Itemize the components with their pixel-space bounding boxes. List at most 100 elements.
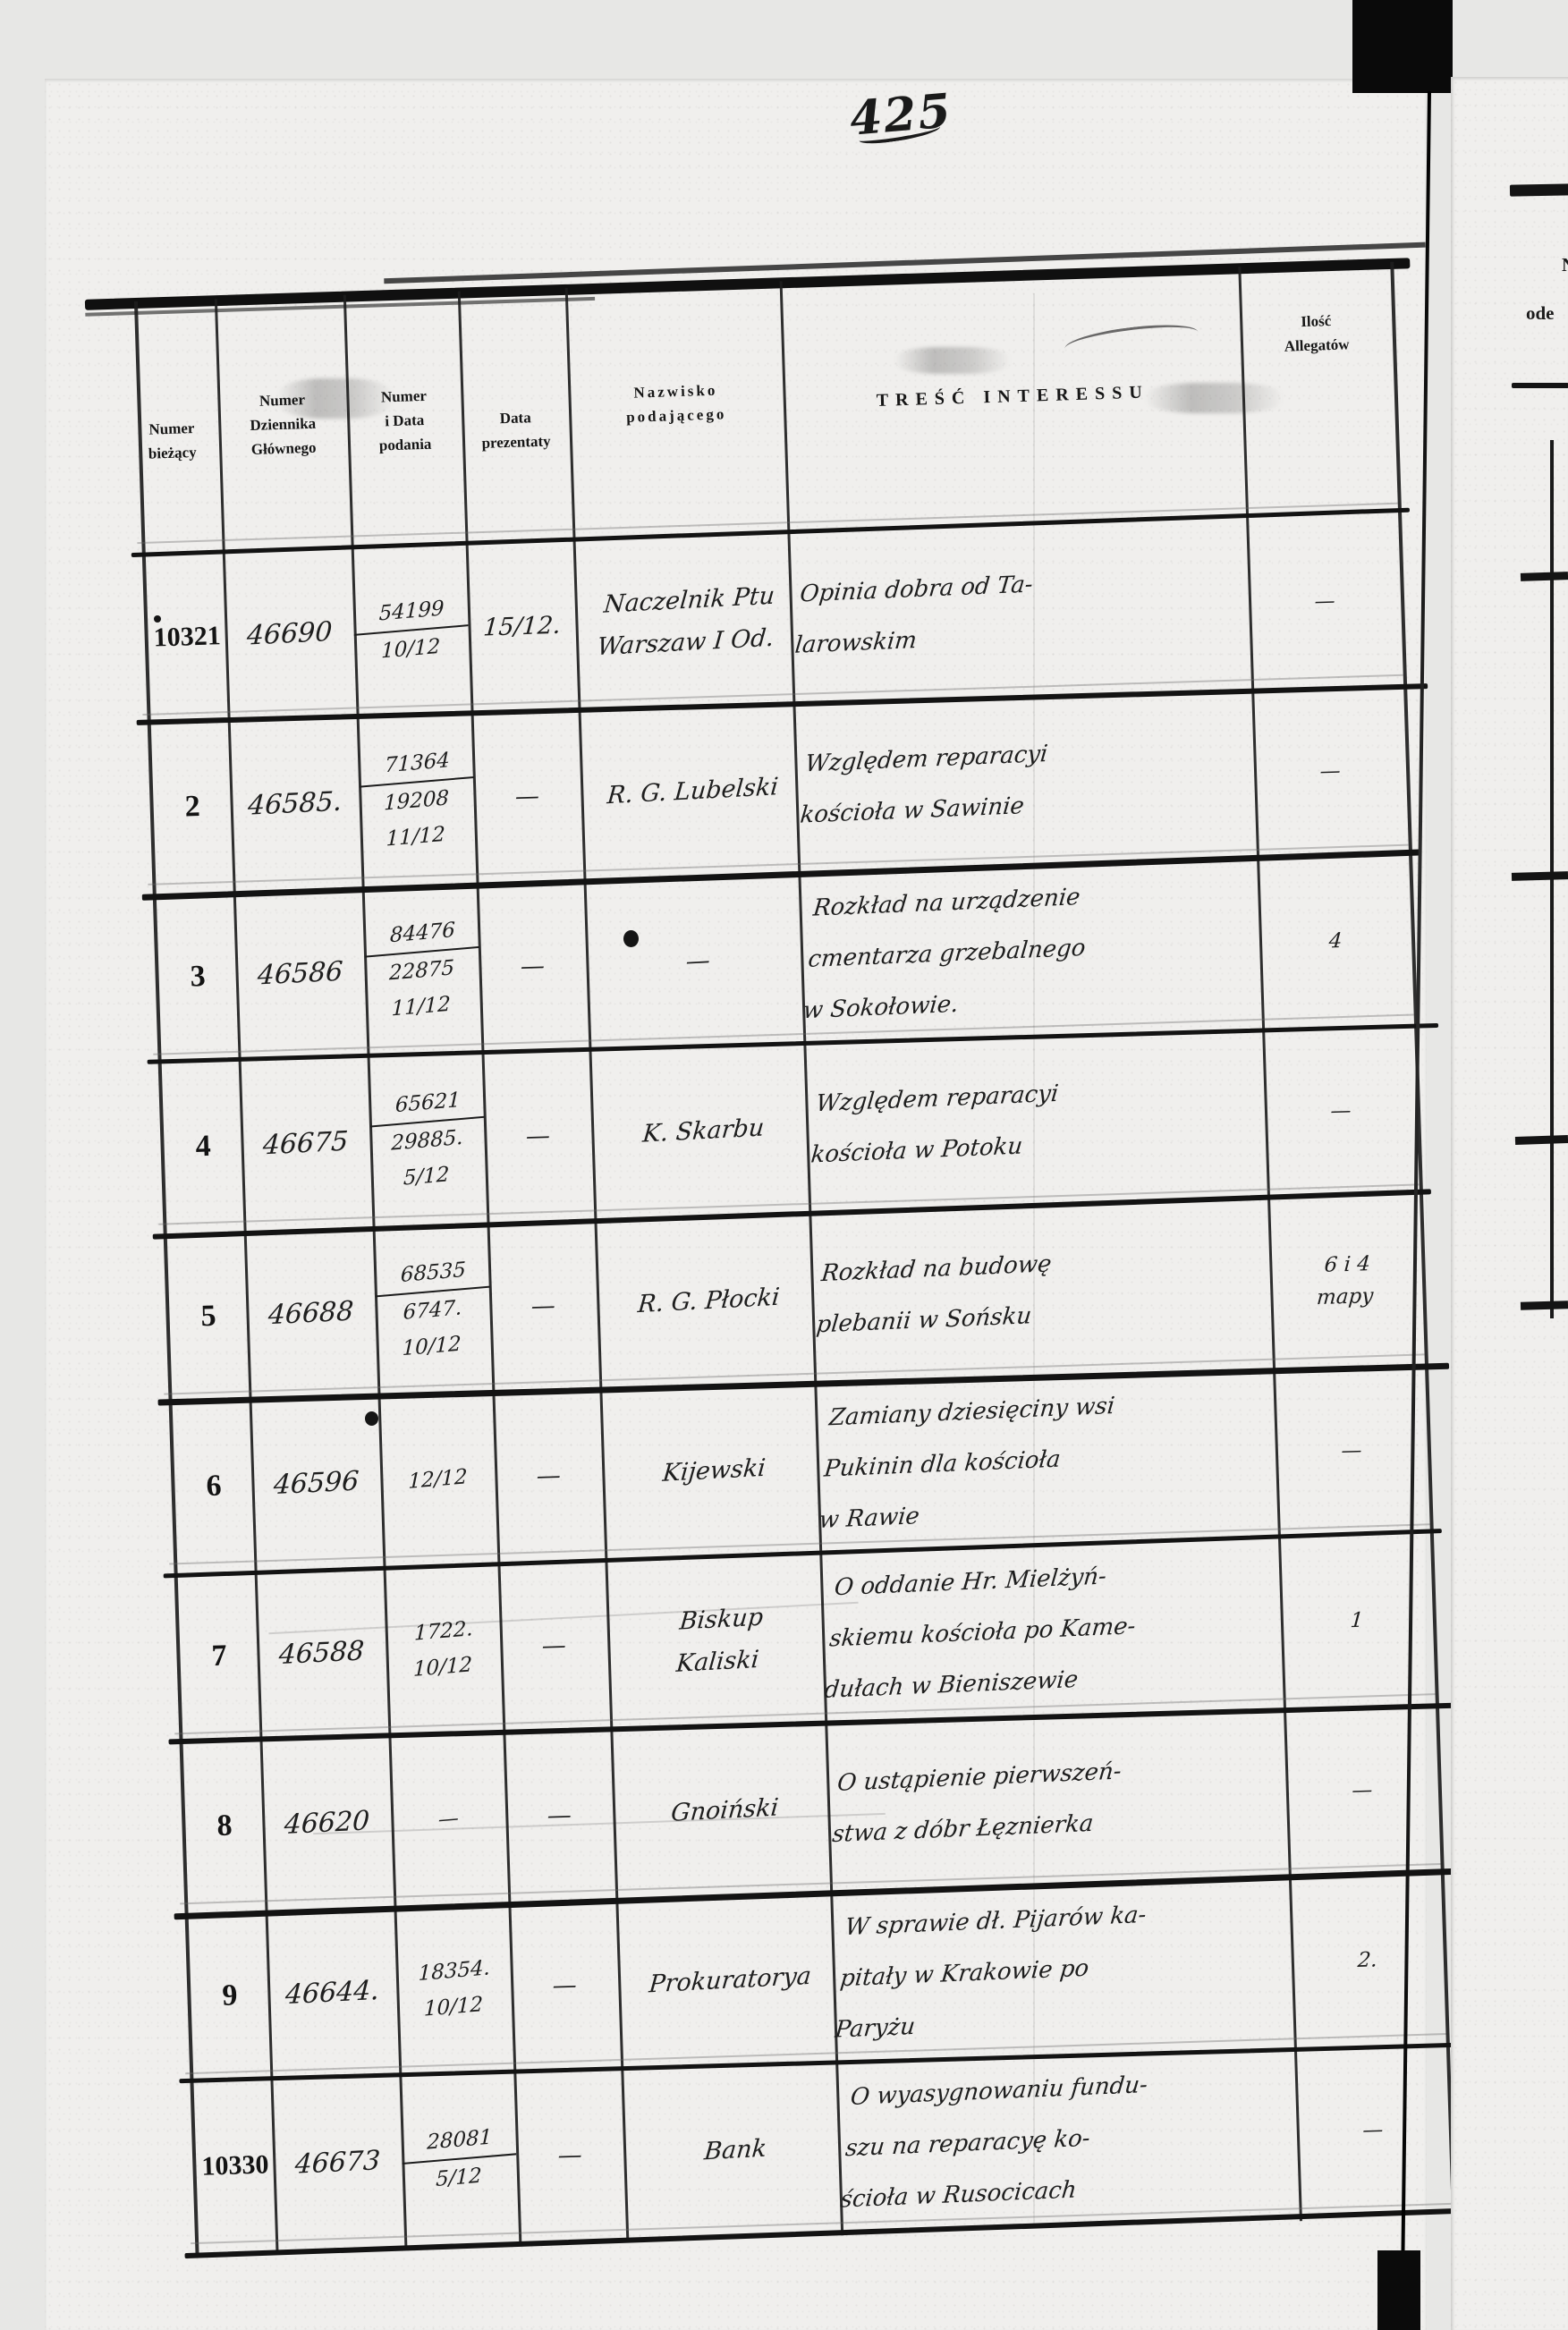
- cell-data-prezentaty: —: [510, 1970, 619, 2001]
- cell-ilosc-allegatow: —: [1253, 753, 1408, 790]
- cell-numer-biezacy: 8: [173, 1808, 276, 1845]
- cell-text-line: 6 i 4: [1323, 1252, 1371, 1277]
- cell-text-line: —: [530, 1292, 557, 1321]
- cell-text-line: 8: [216, 1809, 233, 1843]
- cell-ilosc-allegatow: 4: [1259, 923, 1413, 960]
- cell-numer-dziennika: 46586: [235, 955, 366, 993]
- cell-nazwisko: Kijewski: [600, 1444, 827, 1497]
- cell-text-line: —: [513, 782, 541, 811]
- adjacent-page-fragment: N ode: [1451, 77, 1568, 2330]
- cell-text-line: —: [1340, 1438, 1363, 1463]
- cell-numer-biezacy: 9: [178, 1978, 282, 2015]
- cell-text-line: K. Skarbu: [641, 1114, 766, 1148]
- cell-numer-podania: 12/12: [380, 1457, 495, 1503]
- cell-text-line: 4: [195, 1129, 212, 1164]
- adjacent-page-row-line: [1514, 1134, 1568, 1146]
- adjacent-page-partial-text: N: [1562, 254, 1568, 276]
- cell-nazwisko: R. G. Płocki: [595, 1274, 822, 1327]
- ink-smudge: [154, 615, 161, 623]
- cell-text-line: 10330: [200, 2149, 269, 2182]
- adjacent-page-row-line: [1520, 1301, 1568, 1310]
- cell-text-line: —: [437, 1806, 460, 1832]
- cell-text-line: R. G. Płocki: [636, 1283, 781, 1319]
- cell-text-line: —: [519, 952, 547, 981]
- cell-numer-podania: —: [391, 1796, 505, 1842]
- cell-text-line: 46585.: [247, 785, 343, 822]
- cell-tresc-interessu: Względem reparacyi kościoła w Potoku: [809, 1060, 1270, 1182]
- cell-text-line: 46673: [293, 2145, 382, 2181]
- cell-numer-podania: 68535 6747. 10/12: [374, 1250, 491, 1368]
- cell-numer-biezacy: 6: [162, 1468, 266, 1505]
- cell-numer-dziennika: 46688: [246, 1294, 377, 1332]
- adjacent-page-row-line: [1520, 572, 1568, 581]
- cell-text-line: 7: [210, 1639, 228, 1673]
- cell-tresc-interessu: Opinia dobra od Ta-larowskim: [792, 550, 1254, 672]
- adjacent-page-rule: [1509, 183, 1568, 197]
- cell-text-line: —: [524, 1122, 552, 1151]
- cell-nazwisko: Gnoiński: [611, 1784, 838, 1837]
- cell-text-line: Gnoiński: [669, 1793, 780, 1827]
- cell-numer-dziennika: 46675: [241, 1124, 371, 1162]
- cell-tresc-interessu: Względem reparacyi kościoła w Sawinie: [798, 720, 1259, 842]
- cell-data-prezentaty: 15/12.: [467, 611, 576, 642]
- column-header-data-prezentaty: Data prezentaty: [481, 409, 551, 452]
- cell-numer-biezacy: 10330: [183, 2149, 287, 2183]
- cell-nazwisko: Bank: [622, 2123, 849, 2177]
- cell-ilosc-allegatow: —: [1296, 2112, 1451, 2148]
- cell-text-line: Kijewski: [661, 1453, 767, 1487]
- cell-text-line: mapy: [1316, 1284, 1375, 1310]
- cell-text-line: —: [551, 1970, 578, 2000]
- cell-numer-podania: 54199 10/12: [353, 588, 470, 672]
- cell-text-line: 3: [190, 959, 207, 994]
- cell-data-prezentaty: —: [499, 1631, 608, 1662]
- cell-text-line: 46644.: [284, 1974, 380, 2012]
- cell-text-line: R. G. Lubelski: [606, 773, 780, 810]
- cell-ilosc-allegatow: —: [1248, 583, 1403, 620]
- column-header-numer-dziennika: Numer Dziennika Głównego: [250, 391, 317, 459]
- cell-text-line: —: [1313, 589, 1336, 614]
- cell-text-line: 12/12: [408, 1465, 468, 1494]
- cell-tresc-interessu: Rozkład na urządzenie cmentarza grzebalne…: [801, 864, 1267, 1037]
- cell-text-line: —: [1361, 2118, 1385, 2142]
- cell-numer-dziennika: 46596: [251, 1464, 382, 1502]
- cell-numer-podania: 65621 29885. 5/12: [369, 1080, 486, 1199]
- cell-tresc-interessu: Rozkład na budowę plebanii w Sońsku: [814, 1230, 1276, 1351]
- cell-data-prezentaty: —: [478, 951, 587, 982]
- cell-nazwisko: R. G. Lubelski: [580, 765, 807, 818]
- binding-shadow-bar: [1377, 2250, 1420, 2330]
- column-header-numer-podania: Numer i Data podania: [378, 386, 432, 454]
- cell-data-prezentaty: —: [515, 2139, 624, 2171]
- cell-numer-dziennika: 46585.: [230, 785, 360, 823]
- cell-data-prezentaty: —: [504, 1800, 614, 1832]
- bleed-through-smudge: [1145, 383, 1284, 413]
- cell-text-line: 4: [1327, 928, 1343, 953]
- cell-nazwisko: K. Skarbu: [589, 1104, 817, 1157]
- cell-ilosc-allegatow: 6 i 4 mapy: [1267, 1246, 1424, 1316]
- column-header-ilosc-allegatow: Ilość Allegatów: [1284, 312, 1350, 355]
- cell-numer-biezacy: 10321: [135, 621, 239, 655]
- cell-text-line: 46588: [277, 1635, 366, 1672]
- cell-ilosc-allegatow: 2.: [1291, 1942, 1445, 1978]
- cell-numer-dziennika: 46690: [225, 615, 355, 653]
- cell-tresc-interessu: Zamiany dziesięciny wsi Pukinin dla kości…: [817, 1374, 1283, 1546]
- cell-text-line: 46675: [261, 1125, 350, 1162]
- cell-numer-podania: 1722. 10/12: [386, 1608, 501, 1690]
- cell-tresc-interessu: W sprawie dł. Pijarów ka-pitały w Krakow…: [833, 1884, 1299, 2056]
- cell-text-line: —: [535, 1462, 563, 1491]
- cell-numer-dziennika: 46673: [273, 2144, 403, 2182]
- column-header-numer-biezacy: Numer bieżący: [148, 419, 197, 462]
- cell-data-prezentaty: —: [494, 1461, 603, 1492]
- cell-numer-biezacy: 5: [157, 1298, 260, 1335]
- cell-numer-podania: 71364 19208 11/12: [359, 740, 475, 860]
- cell-nazwisko: Prokuratorya: [616, 1953, 843, 2007]
- cell-text-line: 46620: [283, 1805, 371, 1842]
- cell-text-line: 10321: [153, 621, 222, 653]
- cell-numer-dziennika: 46588: [257, 1634, 387, 1672]
- cell-numer-podania: 84476 22875 11/12: [363, 910, 480, 1029]
- adjacent-page-partial-text: ode: [1526, 302, 1555, 324]
- cell-numer-biezacy: 7: [167, 1638, 271, 1675]
- bleed-through-smudge: [894, 347, 1011, 374]
- cell-text-line: 9: [221, 1978, 239, 2012]
- cell-ilosc-allegatow: —: [1264, 1092, 1419, 1129]
- cell-text-line: 46688: [267, 1295, 355, 1332]
